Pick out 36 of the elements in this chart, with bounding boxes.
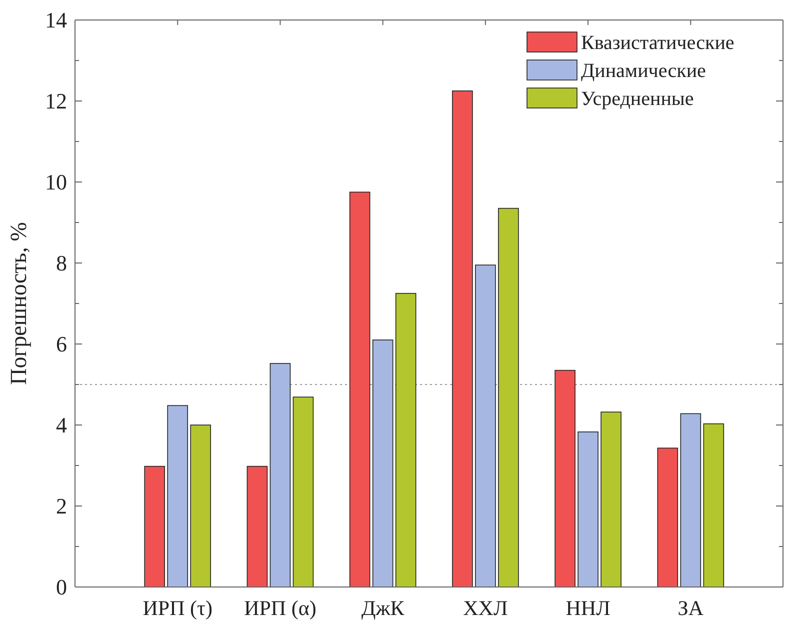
bar [395, 292, 416, 588]
y-tick-label: 6 [56, 332, 67, 357]
x-tick-label: ИРП (α) [244, 596, 316, 620]
x-tick-label: ННЛ [566, 596, 610, 620]
bar [498, 208, 519, 588]
bar [167, 405, 188, 588]
bar [452, 90, 473, 588]
legend-label: Усредненные [581, 88, 694, 110]
y-tick-label: 2 [56, 494, 67, 519]
y-axis-title: Погрешность, % [6, 222, 31, 385]
y-tick-label: 12 [45, 88, 67, 114]
bar [703, 423, 724, 588]
x-tick-label: ИРП (τ) [142, 596, 212, 620]
bar [600, 412, 622, 588]
bar [372, 340, 394, 588]
bar [349, 192, 370, 588]
bar [246, 466, 268, 588]
y-tick-label: 4 [56, 412, 67, 438]
bar [554, 370, 576, 588]
x-tick-label: ДжК [361, 596, 406, 620]
bar [578, 431, 598, 588]
y-tick-label: 10 [45, 170, 67, 195]
x-tick-label: ХХЛ [463, 596, 508, 620]
legend-label: Динамические [581, 60, 706, 82]
y-tick-label: 0 [56, 574, 67, 600]
legend-label: Квазистатические [581, 32, 734, 54]
bar [292, 396, 314, 588]
y-tick-label: 14 [45, 8, 67, 33]
bar [270, 363, 291, 588]
bar [475, 264, 496, 588]
y-tick-label: 8 [56, 250, 67, 276]
x-tick-label: ЗА [678, 596, 704, 620]
bar [190, 424, 212, 588]
bar [144, 466, 166, 588]
bar [680, 413, 702, 588]
bar [657, 448, 678, 588]
